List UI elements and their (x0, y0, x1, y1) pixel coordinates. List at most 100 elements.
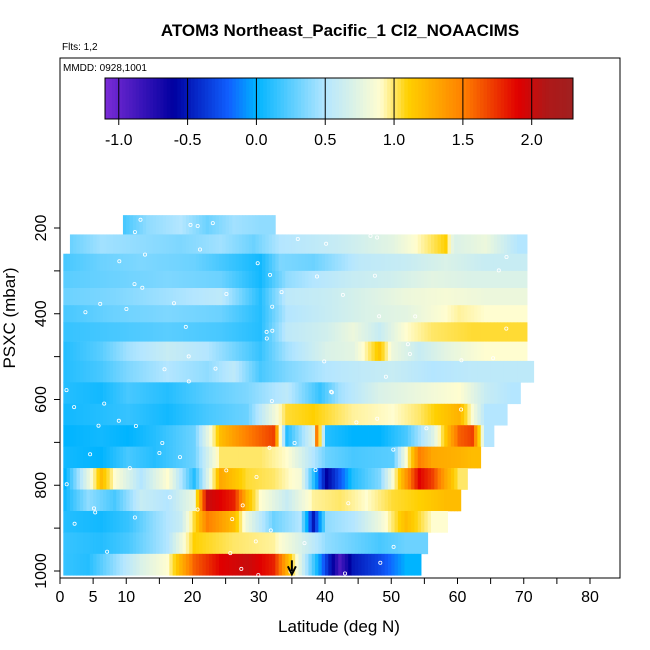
heatmap-cell (384, 305, 389, 323)
heatmap-cell (116, 234, 121, 255)
heatmap-cell (109, 322, 114, 342)
heatmap-cell (245, 341, 250, 362)
heatmap-cell (414, 489, 419, 512)
heatmap-cell (185, 425, 190, 447)
heatmap-cell (523, 234, 528, 255)
heatmap-cell (285, 360, 289, 383)
heatmap-cell (457, 270, 462, 289)
heatmap-cell (397, 305, 402, 323)
heatmap-cell (238, 553, 243, 576)
heatmap-cell (361, 360, 366, 383)
heatmap-cell (205, 305, 210, 323)
heatmap-cell (149, 382, 154, 405)
heatmap-cell (248, 446, 253, 469)
heatmap-cell (129, 341, 134, 362)
heatmap-cell (228, 425, 233, 447)
heatmap-cell (318, 253, 323, 272)
colorbar-swatch (504, 78, 509, 119)
heatmap-cell (440, 382, 445, 405)
heatmap-cell (169, 553, 174, 576)
heatmap-cell (484, 403, 488, 426)
heatmap-cell (500, 253, 505, 272)
heatmap-cell (212, 403, 217, 426)
colorbar-swatch (135, 78, 140, 119)
heatmap-cell (149, 553, 154, 576)
heatmap-cell (520, 288, 525, 306)
heatmap-cell (397, 553, 402, 576)
heatmap-cell (83, 360, 87, 383)
heatmap-cell (129, 288, 134, 306)
heatmap-cell (493, 305, 498, 323)
heatmap-cell (295, 270, 299, 289)
heatmap-cell (195, 215, 200, 235)
heatmap-cell (73, 553, 77, 576)
heatmap-cell (219, 532, 223, 555)
heatmap-cell (281, 553, 286, 576)
heatmap-cell (189, 382, 193, 405)
heatmap-cell (513, 253, 518, 272)
colorbar-swatch (404, 78, 409, 119)
heatmap-cell (126, 532, 130, 555)
heatmap-cell (454, 360, 458, 383)
sample-marker (228, 551, 233, 556)
heatmap-cell (440, 322, 445, 342)
heatmap-cell (86, 305, 91, 323)
heatmap-cell (298, 341, 303, 362)
heatmap-cell (368, 489, 372, 512)
heatmap-cell (503, 322, 508, 342)
heatmap-cell (89, 446, 94, 469)
heatmap-cell (437, 341, 442, 362)
heatmap-cell (225, 322, 230, 342)
heatmap-cell (371, 532, 376, 555)
heatmap-cell (106, 446, 111, 469)
heatmap-cell (407, 468, 412, 490)
heatmap-cell (166, 553, 170, 576)
heatmap-cell (262, 270, 266, 289)
heatmap-cell (116, 341, 121, 362)
heatmap-cell (119, 305, 124, 323)
colorbar-swatch (208, 78, 213, 119)
heatmap-cell (83, 510, 87, 533)
heatmap-cell (378, 322, 382, 342)
heatmap-cell (199, 425, 203, 447)
heatmap-cell (338, 288, 342, 306)
heatmap-cell (242, 489, 246, 512)
heatmap-cell (205, 403, 210, 426)
heatmap-cell (503, 270, 508, 289)
heatmap-cell (129, 322, 134, 342)
heatmap-cell (255, 305, 260, 323)
heatmap-cell (252, 360, 256, 383)
heatmap-cell (238, 234, 243, 255)
heatmap-cell (199, 403, 203, 426)
heatmap-cell (139, 446, 144, 469)
heatmap-cell (139, 553, 144, 576)
heatmap-cell (275, 382, 280, 405)
heatmap-cell (285, 553, 289, 576)
colorbar-swatch (111, 78, 116, 119)
heatmap-cell (278, 468, 283, 490)
heatmap-cell (106, 305, 111, 323)
heatmap-cell (238, 341, 243, 362)
heatmap-cell (421, 510, 425, 533)
heatmap-cell (66, 270, 71, 289)
heatmap-cell (285, 489, 289, 512)
heatmap-cell (99, 425, 104, 447)
heatmap-cell (63, 322, 68, 342)
heatmap-cell (116, 425, 121, 447)
heatmap-cell (447, 446, 452, 469)
heatmap-cell (490, 382, 495, 405)
heatmap-cell (444, 270, 448, 289)
heatmap-cell (268, 270, 273, 289)
heatmap-cell (437, 322, 442, 342)
heatmap-cell (106, 468, 111, 490)
heatmap-cell (139, 532, 144, 555)
heatmap-cell (431, 510, 435, 533)
heatmap-cell (384, 468, 389, 490)
heatmap-cell (368, 234, 372, 255)
heatmap-cell (318, 305, 323, 323)
heatmap-cell (106, 403, 111, 426)
heatmap-cell (454, 253, 458, 272)
heatmap-cell (407, 553, 412, 576)
heatmap-cell (450, 360, 455, 383)
heatmap-cell (219, 305, 223, 323)
